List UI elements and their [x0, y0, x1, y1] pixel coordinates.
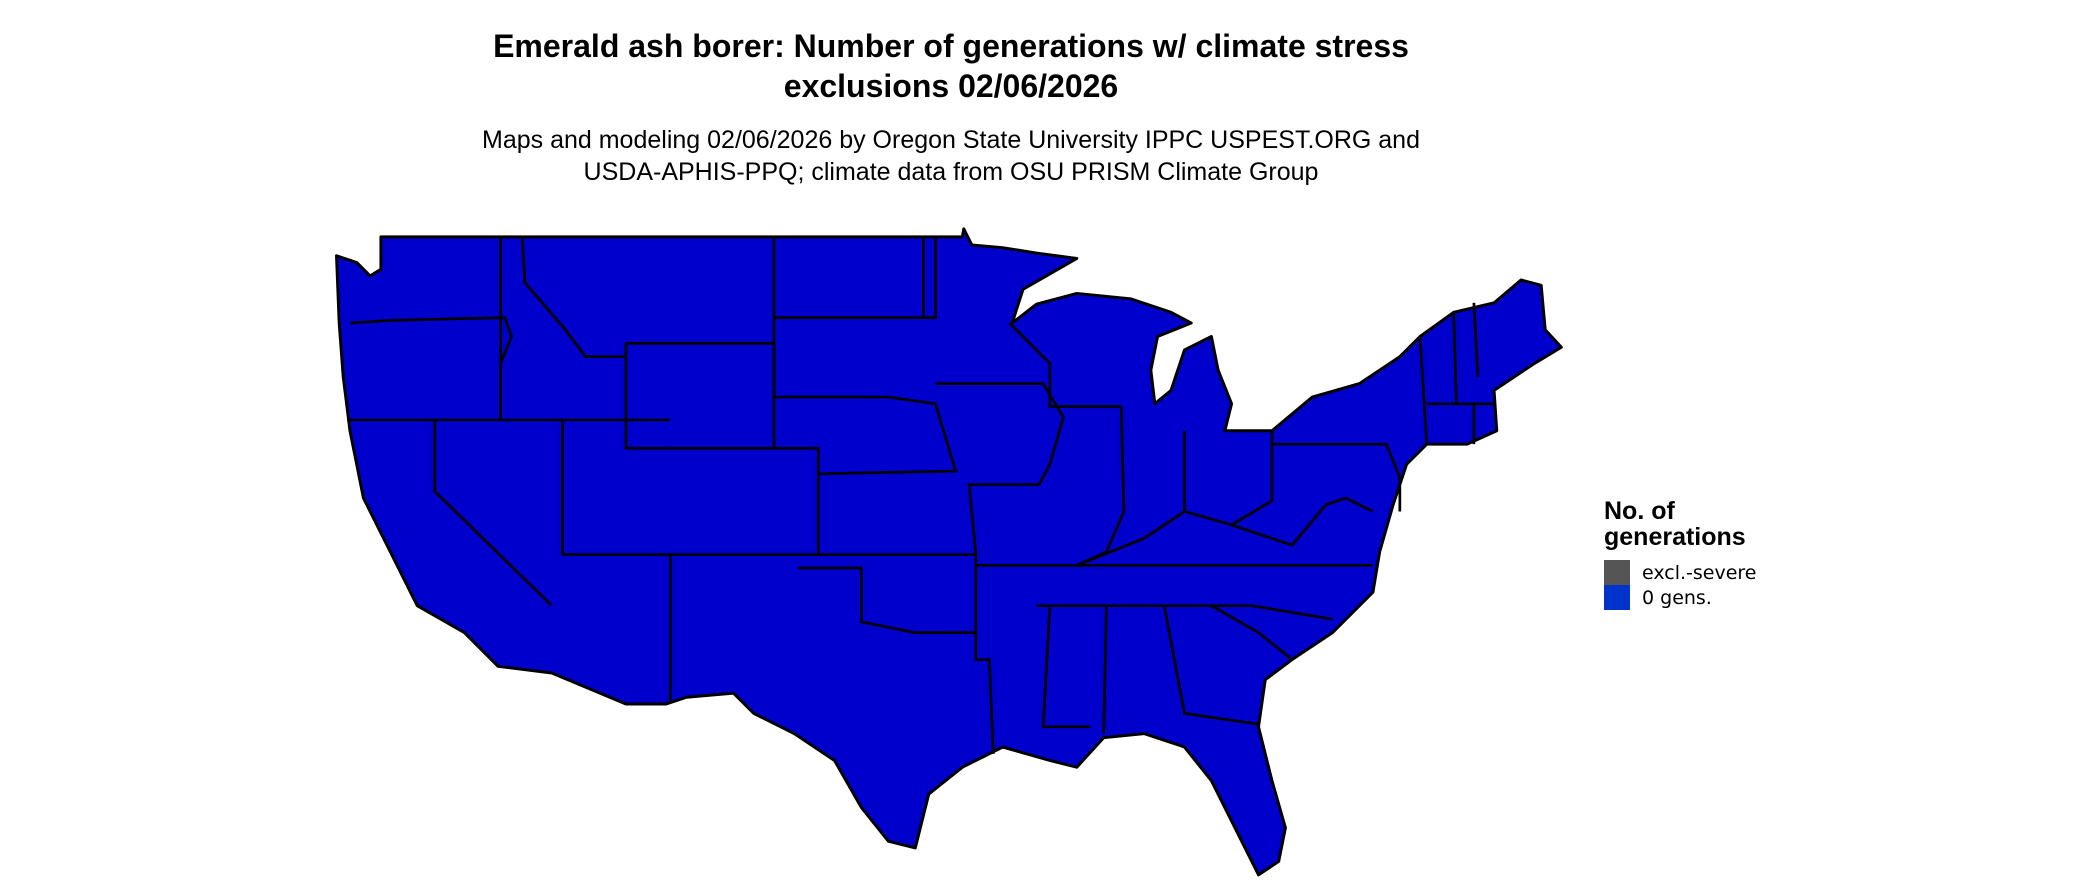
legend-title-line-1: No. of	[1604, 497, 1675, 525]
title-line-1: Emerald ash borer: Number of generations…	[493, 28, 1409, 64]
legend-title-line-2: generations	[1604, 523, 1746, 551]
title-line-2: exclusions 02/06/2026	[783, 68, 1119, 104]
map-title: Emerald ash borer: Number of generations…	[0, 26, 1902, 106]
subtitle-line-2: USDA-APHIS-PPQ; climate data from OSU PR…	[583, 158, 1319, 186]
us-outline	[335, 227, 1563, 877]
legend-item-excl-severe: excl.-severe	[1604, 560, 1757, 585]
state-borders	[347, 236, 1495, 754]
legend-title: No. of generations	[1604, 498, 1757, 550]
legend-item-0-gens: 0 gens.	[1604, 585, 1757, 610]
legend-swatch	[1604, 585, 1630, 610]
legend-swatch	[1604, 560, 1630, 585]
legend: No. of generations excl.-severe 0 gens.	[1604, 498, 1757, 610]
legend-label: 0 gens.	[1642, 586, 1712, 609]
map-subtitle: Maps and modeling 02/06/2026 by Oregon S…	[0, 124, 1902, 188]
legend-label: excl.-severe	[1642, 561, 1757, 584]
subtitle-line-1: Maps and modeling 02/06/2026 by Oregon S…	[482, 126, 1420, 154]
